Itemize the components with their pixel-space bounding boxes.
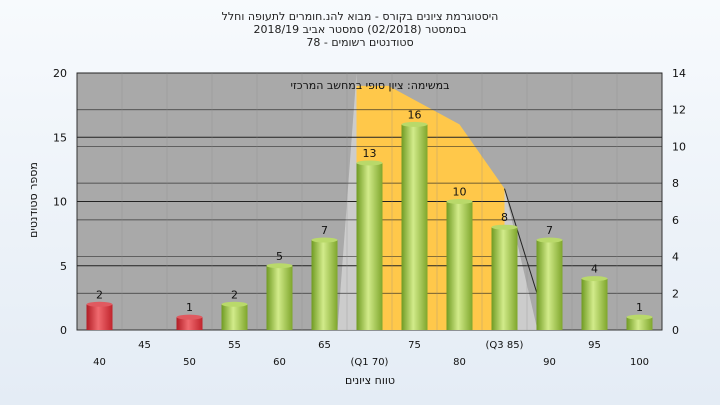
bar-cap: [491, 224, 518, 230]
distribution-curve-tail: [504, 188, 538, 296]
bar-55: [221, 304, 248, 330]
x-tick-label: 95: [588, 340, 601, 351]
bar-value-label: 7: [546, 224, 553, 237]
y-axis-title: מספר סטודנטים: [27, 162, 40, 238]
bar-value-label: 1: [186, 301, 193, 314]
x-tick-label: 80: [453, 357, 466, 368]
bar-value-label: 5: [276, 250, 283, 263]
chart-title: היסטוגרמת ציונים בקורס - מבוא להנ.חומרים…: [0, 10, 720, 49]
bar-cap: [446, 199, 473, 204]
x-tick-label: 55: [228, 340, 241, 351]
bar-cap: [626, 314, 653, 320]
bar-cap: [311, 237, 338, 243]
x-tick-label: 45: [138, 340, 151, 351]
chart-title-line-3: סטודנטים רשומים - 78: [306, 36, 414, 49]
bar-cap: [356, 160, 383, 166]
bar-95: [581, 278, 608, 330]
bar-value-label: 10: [453, 186, 467, 199]
bar-value-label: 13: [363, 147, 377, 160]
bar-value-label: 4: [591, 263, 598, 276]
chart-title-line-2: בסמסטר (02/2018) סמסטר אביב 2018/19: [253, 23, 467, 36]
chart-title-line-1: היסטוגרמת ציונים בקורס - מבוא להנ.חומרים…: [221, 10, 499, 23]
x-tick-label: 60: [273, 357, 286, 368]
bar-Q385: [491, 227, 518, 330]
x-tick-label: 50: [183, 357, 196, 368]
bar-cap: [401, 121, 428, 127]
y2-tick-label: 4: [672, 251, 679, 264]
bar-60: [266, 265, 293, 330]
y-tick-label: 15: [53, 131, 67, 144]
x-tick-label: (Q1 70): [351, 357, 389, 368]
bar-cap: [86, 301, 113, 307]
bar-50: [176, 317, 203, 330]
bar-value-label: 16: [408, 108, 422, 121]
bar-value-label: 2: [231, 288, 238, 301]
y2-tick-label: 12: [672, 104, 686, 117]
bar-65: [311, 240, 338, 330]
bar-value-label: 2: [96, 288, 103, 301]
x-tick-label: (Q3 85): [486, 340, 524, 351]
bar-90: [536, 240, 563, 330]
y-tick-label: 5: [60, 260, 67, 273]
y2-tick-label: 0: [672, 324, 679, 337]
x-axis-title: טווח ציונים: [345, 374, 395, 387]
y2-tick-label: 14: [672, 67, 686, 80]
bar-cap: [536, 237, 563, 243]
bar-80: [446, 201, 473, 330]
bar-Q170: [356, 162, 383, 330]
bar-cap: [221, 301, 248, 307]
y2-tick-label: 2: [672, 287, 679, 300]
bar-value-label: 1: [636, 301, 643, 314]
y2-tick-label: 10: [672, 140, 686, 153]
y2-tick-label: 6: [672, 214, 679, 227]
x-tick-label: 100: [630, 357, 649, 368]
x-tick-label: 40: [93, 357, 106, 368]
bar-cap: [266, 263, 293, 269]
bar-75: [401, 124, 428, 331]
bar-value-label: 8: [501, 211, 508, 224]
y2-tick-label: 8: [672, 177, 679, 190]
x-tick-label: 90: [543, 357, 556, 368]
x-tick-label: 65: [318, 340, 331, 351]
annotation-label: במשימה: ציון סופי במחשב המרכזי: [290, 79, 449, 92]
bar-100: [626, 317, 653, 330]
bar-40: [86, 304, 113, 330]
bar-value-label: 7: [321, 224, 328, 237]
x-tick-label: 75: [408, 340, 421, 351]
y-tick-label: 20: [53, 67, 67, 80]
y-tick-label: 0: [60, 324, 67, 337]
y-tick-label: 10: [53, 196, 67, 209]
bar-cap: [581, 276, 608, 282]
bar-cap: [176, 314, 203, 320]
